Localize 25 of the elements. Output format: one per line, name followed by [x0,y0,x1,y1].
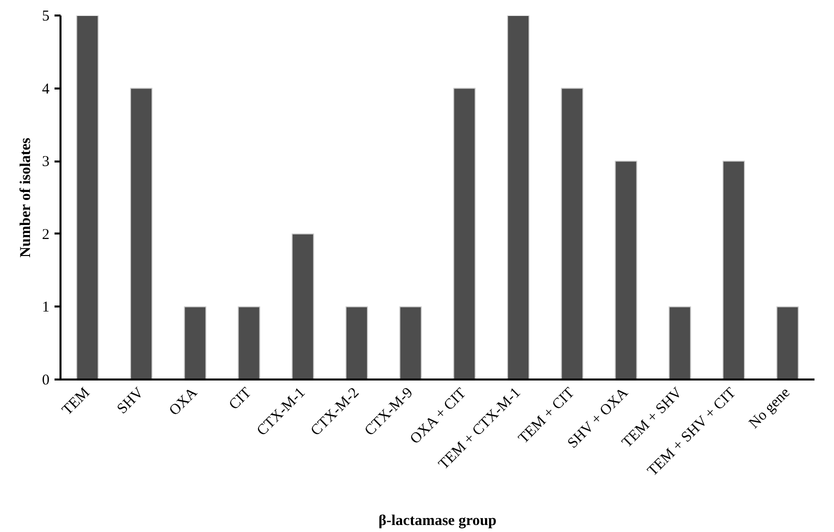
bar [184,306,206,380]
y-tick-label: 1 [42,300,50,316]
x-tick-label: CIT [226,384,255,414]
bar [76,16,99,380]
y-tick-label: 4 [42,81,50,98]
y-tick-label: 0 [42,372,50,388]
x-axis-title: β-lactamase group [378,513,497,530]
y-axis-title: Number of isolates [18,138,34,258]
x-tick-label: OXA [166,384,201,420]
bar [345,306,368,380]
bar [130,88,153,380]
y-tick-label: 3 [42,154,50,170]
bar [399,306,422,380]
bar [722,160,745,380]
bar [238,306,260,380]
bar [560,88,584,380]
bar [668,306,692,380]
y-tick-label: 5 [42,8,50,24]
y-tick-label: 2 [42,226,50,243]
x-tick-label: No gene [746,384,794,432]
bar [614,160,638,380]
bar [292,233,314,380]
bar [776,306,799,380]
bar [507,16,530,380]
bar [453,88,476,380]
